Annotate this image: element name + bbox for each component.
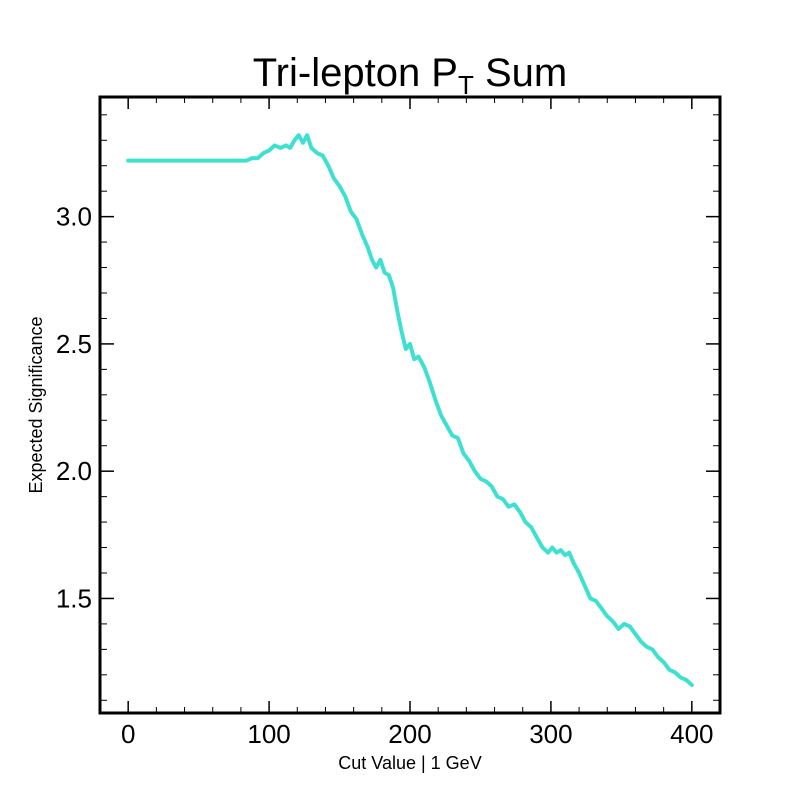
series-line [126,133,694,687]
line-series-layer [126,133,694,687]
y-tick-label: 3.0 [56,202,92,232]
y-tick-label: 1.5 [56,583,92,613]
plot-frame [98,95,722,715]
chart-title: Tri-lepton PT Sum [253,51,568,100]
x-tick-label: 400 [670,719,713,749]
x-tick-label: 0 [121,719,135,749]
y-tick-label: 2.5 [56,329,92,359]
x-tick-label: 200 [388,719,431,749]
x-tick-label: 100 [247,719,290,749]
y-axis-label: Expected Significance [26,316,46,493]
x-axis-label: Cut Value | 1 GeV [338,753,481,773]
x-tick-label: 300 [529,719,572,749]
axis-ticks [99,97,721,713]
tick-labels: 0 100 200 300 400 1.5 2.0 2.5 3.0 [56,202,714,749]
y-tick-label: 2.0 [56,456,92,486]
